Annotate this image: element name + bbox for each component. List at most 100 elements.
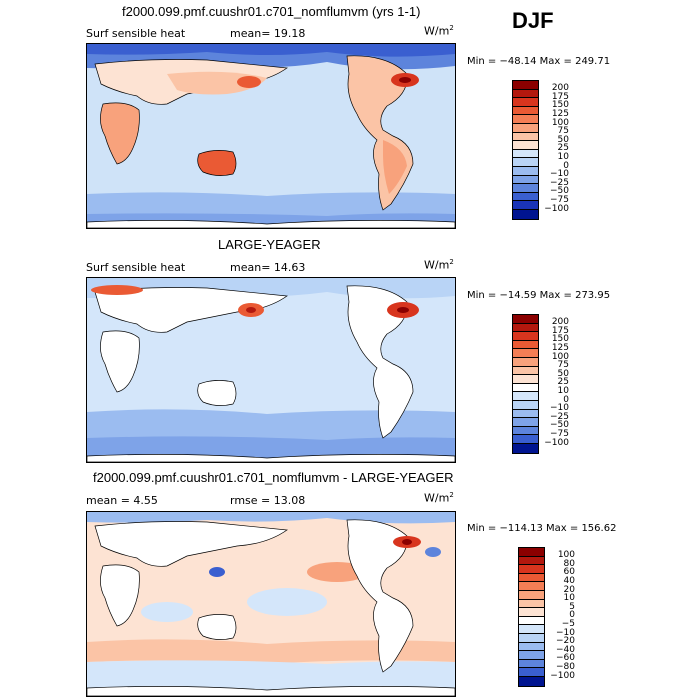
panel3-title: f2000.099.pmf.cuushr01.c701_nomflumvm - … bbox=[93, 470, 454, 485]
colorbar-level-label: −50 bbox=[550, 186, 569, 197]
colorbar-level-label: 100 bbox=[551, 351, 569, 362]
colorbar-swatch bbox=[519, 668, 544, 677]
colorbar-level-label: −50 bbox=[550, 420, 569, 431]
colorbar-swatch bbox=[513, 106, 538, 116]
colorbar-level-label: 50 bbox=[557, 134, 569, 145]
panel1-units: W/m2 bbox=[424, 24, 454, 38]
panel2-variable-label: Surf sensible heat bbox=[86, 261, 186, 274]
colorbar-level-label: 25 bbox=[557, 143, 569, 154]
panel2-map bbox=[86, 277, 456, 463]
panel3-map bbox=[86, 511, 456, 697]
panel2-colorbar-swatches bbox=[512, 314, 539, 454]
colorbar-swatch bbox=[513, 375, 538, 384]
colorbar-swatch bbox=[513, 141, 538, 150]
colorbar-level-label: −60 bbox=[556, 653, 575, 664]
panel2-title: LARGE-YEAGER bbox=[218, 237, 321, 252]
colorbar-level-label: 75 bbox=[557, 126, 569, 137]
colorbar-level-label: 40 bbox=[563, 575, 575, 586]
colorbar-swatch bbox=[519, 582, 544, 591]
panel2-mean: mean= 14.63 bbox=[230, 261, 306, 274]
colorbar-swatch bbox=[513, 357, 538, 367]
panel1-colorbar-swatches bbox=[512, 80, 539, 220]
colorbar-swatch bbox=[513, 192, 538, 202]
colorbar-swatch bbox=[513, 201, 538, 210]
colorbar-swatch bbox=[519, 676, 544, 686]
colorbar-level-label: −100 bbox=[550, 670, 575, 681]
colorbar-swatch bbox=[513, 149, 538, 159]
colorbar-swatch bbox=[513, 332, 538, 341]
colorbar-level-label: 20 bbox=[563, 584, 575, 595]
colorbar-swatch bbox=[513, 158, 538, 167]
colorbar-level-label: −20 bbox=[556, 636, 575, 647]
colorbar-level-label: 0 bbox=[563, 394, 569, 405]
panel1-minmax: Min = −48.14 Max = 249.71 bbox=[467, 56, 611, 67]
panel1-variable-label: Surf sensible heat bbox=[86, 27, 186, 40]
colorbar-level-label: 125 bbox=[551, 108, 569, 119]
panel3-mean: mean = 4.55 bbox=[86, 494, 158, 507]
colorbar-level-label: −10 bbox=[556, 627, 575, 638]
colorbar-swatch bbox=[519, 590, 544, 600]
colorbar-swatch bbox=[513, 349, 538, 358]
colorbar-swatch bbox=[513, 81, 538, 90]
panel1-mean: mean= 19.18 bbox=[230, 27, 306, 40]
panel1-title: f2000.099.pmf.cuushr01.c701_nomflumvm (y… bbox=[122, 4, 421, 19]
panel2-units: W/m2 bbox=[424, 258, 454, 272]
colorbar-level-label: 100 bbox=[557, 550, 575, 561]
panel3-colorbar-swatches bbox=[518, 547, 545, 687]
colorbar-level-label: 80 bbox=[563, 558, 575, 569]
colorbar-swatch bbox=[513, 98, 538, 107]
colorbar-swatch bbox=[513, 115, 538, 124]
colorbar-level-label: 0 bbox=[563, 160, 569, 171]
panel2-minmax: Min = −14.59 Max = 273.95 bbox=[467, 290, 611, 301]
colorbar-swatch bbox=[519, 642, 544, 652]
colorbar-level-label: −40 bbox=[556, 644, 575, 655]
colorbar-swatch bbox=[513, 366, 538, 376]
colorbar-swatch bbox=[519, 599, 544, 609]
colorbar-level-label: 0 bbox=[569, 610, 575, 621]
panel3-minmax: Min = −114.13 Max = 156.62 bbox=[467, 523, 617, 534]
colorbar-level-label: 25 bbox=[557, 377, 569, 388]
colorbar-swatch bbox=[513, 89, 538, 99]
colorbar-swatch bbox=[519, 608, 544, 617]
colorbar-level-label: −100 bbox=[544, 203, 569, 214]
colorbar-level-label: −75 bbox=[550, 428, 569, 439]
colorbar-level-label: 100 bbox=[551, 117, 569, 128]
colorbar-swatch bbox=[519, 556, 544, 566]
colorbar-swatch bbox=[519, 659, 544, 669]
colorbar-swatch bbox=[513, 315, 538, 324]
colorbar-level-label: 10 bbox=[557, 151, 569, 162]
colorbar-swatch bbox=[513, 166, 538, 176]
colorbar-level-label: 50 bbox=[557, 368, 569, 379]
colorbar-swatch bbox=[519, 548, 544, 557]
colorbar-swatch bbox=[513, 383, 538, 393]
colorbar-swatch bbox=[513, 132, 538, 142]
colorbar-swatch bbox=[519, 616, 544, 626]
colorbar-swatch bbox=[519, 651, 544, 660]
colorbar-swatch bbox=[513, 209, 538, 219]
panel3-units: W/m2 bbox=[424, 491, 454, 505]
colorbar-swatch bbox=[513, 340, 538, 350]
colorbar-swatch bbox=[519, 565, 544, 574]
colorbar-level-label: 150 bbox=[551, 334, 569, 345]
colorbar-swatch bbox=[513, 443, 538, 453]
season-label: DJF bbox=[512, 8, 554, 33]
colorbar-level-label: −75 bbox=[550, 194, 569, 205]
colorbar-level-label: −10 bbox=[550, 403, 569, 414]
colorbar-level-label: 200 bbox=[551, 317, 569, 328]
colorbar-swatch bbox=[513, 323, 538, 333]
colorbar-level-label: −10 bbox=[550, 169, 569, 180]
colorbar-level-label: −80 bbox=[556, 661, 575, 672]
colorbar-level-label: 200 bbox=[551, 83, 569, 94]
colorbar-level-label: 5 bbox=[569, 601, 575, 612]
colorbar-level-label: −5 bbox=[561, 618, 575, 629]
colorbar-swatch bbox=[513, 400, 538, 410]
colorbar-swatch bbox=[519, 625, 544, 634]
colorbar-level-label: 10 bbox=[557, 385, 569, 396]
panel3-rmse: rmse = 13.08 bbox=[230, 494, 306, 507]
colorbar-level-label: 150 bbox=[551, 100, 569, 111]
colorbar-level-label: 75 bbox=[557, 360, 569, 371]
colorbar-level-label: −100 bbox=[544, 437, 569, 448]
colorbar-level-label: 60 bbox=[563, 567, 575, 578]
colorbar-swatch bbox=[513, 435, 538, 444]
colorbar-swatch bbox=[519, 633, 544, 643]
